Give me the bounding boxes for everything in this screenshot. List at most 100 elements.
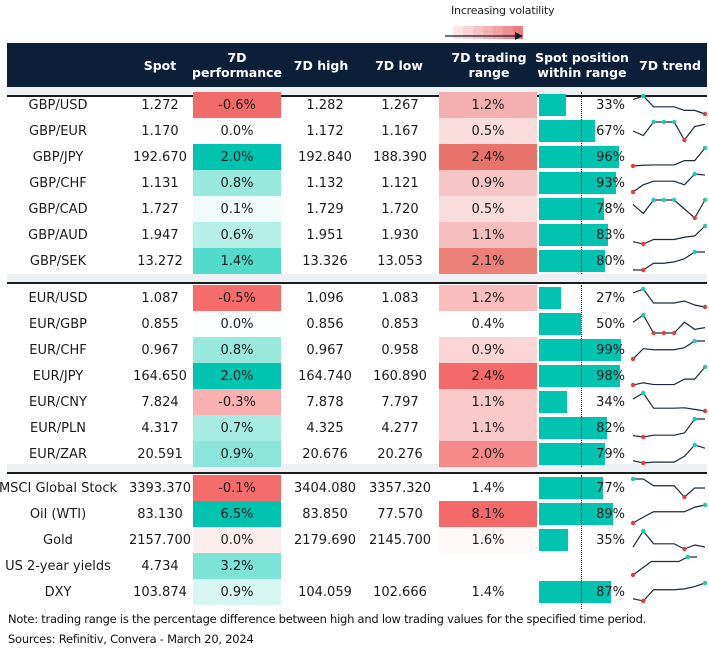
- sparkline-line: [632, 340, 705, 360]
- midpoint-dotted-line: [581, 285, 582, 467]
- table-row: GBP/CHF 1.131 0.8% 1.132 1.121 0.9% 93%: [0, 170, 709, 196]
- sparkline-high-marker: [671, 197, 677, 203]
- low-value: 20.276: [377, 446, 423, 462]
- performance-value: 2.0%: [193, 363, 281, 389]
- header-label: [7, 43, 118, 87]
- position-percent: 67%: [596, 123, 625, 139]
- position-bar: [539, 172, 617, 194]
- position-bar: [539, 287, 562, 309]
- table-row: MSCI Global Stock 3393.370 -0.1% 3404.080 33…: [0, 475, 709, 501]
- instrument-label: EUR/USD: [28, 290, 88, 306]
- low-value: 160.890: [373, 368, 427, 384]
- table-row: GBP/USD 1.272 -0.6% 1.282 1.267 1.2% 33%: [0, 92, 709, 118]
- table-row: EUR/GBP 0.855 0.0% 0.856 0.853 0.4% 50%: [0, 311, 709, 337]
- position-percent: 83%: [596, 227, 625, 243]
- sparkline-line: [632, 199, 706, 219]
- spot-value: 3393.370: [128, 480, 192, 496]
- header-7d-trend: 7D trend: [639, 57, 701, 73]
- header-7d-high: 7D high: [293, 57, 349, 73]
- trading-range-value: 0.5%: [439, 118, 537, 144]
- trading-range-value: 0.9%: [439, 170, 537, 196]
- instrument-label: GBP/CAD: [28, 201, 88, 217]
- position-bar-cell: [539, 337, 622, 363]
- position-bar: [539, 391, 568, 413]
- position-bar: [539, 529, 569, 551]
- spot-value: 1.087: [141, 290, 179, 306]
- sparkline-high-marker: [641, 312, 646, 318]
- sparkline-low-marker: [641, 460, 646, 466]
- trend-sparkline: [630, 475, 706, 501]
- sparkline-line: [632, 121, 706, 142]
- spot-value: 4.317: [141, 420, 179, 436]
- spot-value: 103.874: [133, 584, 187, 600]
- sparkline-low-marker: [682, 546, 687, 552]
- low-value: 4.277: [381, 420, 419, 436]
- low-value: 1.720: [381, 201, 419, 217]
- position-bar: [539, 94, 567, 116]
- performance-value: 2.0%: [193, 144, 281, 170]
- performance-value: -0.6%: [193, 92, 281, 118]
- table-row: GBP/JPY 192.670 2.0% 192.840 188.390 2.4% 96%: [0, 144, 709, 170]
- sparkline-svg: [632, 223, 708, 247]
- spot-value: 4.734: [141, 558, 179, 574]
- position-percent: 93%: [596, 175, 625, 191]
- instrument-label: Gold: [43, 532, 73, 548]
- instrument-label: US 2-year yields: [5, 558, 111, 574]
- position-bar-cell: [539, 92, 622, 118]
- group-separator: [7, 464, 707, 474]
- sparkline-low-marker: [682, 137, 687, 143]
- trend-sparkline: [632, 579, 708, 605]
- sparkline-high-marker: [641, 93, 646, 99]
- spot-value: 1.947: [141, 227, 179, 243]
- sparkline-svg: [632, 580, 708, 604]
- sparkline-line: [633, 251, 705, 271]
- position-bar: [539, 477, 603, 499]
- spot-value: 13.272: [137, 253, 183, 269]
- table-row: EUR/CNY 7.824 -0.3% 7.878 7.797 1.1% 34%: [0, 389, 709, 415]
- position-percent: 34%: [596, 394, 625, 410]
- high-value: 104.059: [298, 584, 352, 600]
- header-spot-position: Spot position within range: [535, 50, 629, 80]
- position-percent: 50%: [596, 316, 625, 332]
- sparkline-low-marker: [641, 241, 646, 247]
- high-value: 1.282: [306, 97, 344, 113]
- table-row: Oil (WTI) 83.130 6.5% 83.850 77.570 8.1% 89%: [0, 501, 709, 527]
- sparkline-low-marker: [702, 408, 708, 414]
- instrument-label: GBP/EUR: [29, 123, 87, 139]
- trading-range-value: 2.1%: [439, 248, 537, 274]
- spot-value: 1.170: [141, 123, 179, 139]
- instrument-label: MSCI Global Stock: [0, 480, 118, 496]
- instrument-label: DXY: [44, 584, 72, 600]
- low-value: 1.930: [381, 227, 419, 243]
- sparkline-svg: [632, 528, 706, 552]
- sparkline-low-marker: [630, 163, 636, 169]
- high-value: 1.172: [306, 123, 344, 139]
- sparkline-line: [632, 418, 705, 438]
- sparkline-svg: [632, 416, 705, 440]
- position-bar: [539, 224, 608, 246]
- sparkline-low-marker: [702, 304, 708, 310]
- position-bar-cell: [539, 501, 622, 527]
- sparkline-line: [632, 288, 706, 308]
- sparkline-svg: [630, 502, 708, 526]
- low-value: 0.853: [381, 316, 419, 332]
- table-row: EUR/ZAR 20.591 0.9% 20.676 20.276 2.0% 79%: [0, 441, 709, 467]
- table-row: EUR/JPY 164.650 2.0% 164.740 160.890 2.4% 98%: [0, 363, 709, 389]
- sparkline-low-marker: [630, 356, 636, 362]
- trend-sparkline: [632, 311, 706, 337]
- trend-sparkline: [630, 363, 708, 389]
- trend-sparkline: [630, 144, 708, 170]
- position-percent: 27%: [596, 290, 625, 306]
- sparkline-low-marker: [682, 494, 687, 500]
- position-bar-cell: [539, 579, 622, 605]
- position-percent: 99%: [596, 342, 625, 358]
- table-row: GBP/SEK 13.272 1.4% 13.326 13.053 2.1% 80%: [0, 248, 709, 274]
- instrument-label: EUR/GBP: [29, 316, 87, 332]
- sparkline-line: [632, 444, 706, 464]
- position-bar-cell: [539, 415, 622, 441]
- sparkline-svg: [632, 286, 708, 310]
- sparkline-high-marker: [651, 119, 656, 125]
- trend-sparkline: [632, 389, 708, 415]
- high-value: 164.740: [298, 368, 352, 384]
- position-bar-cell: [539, 118, 622, 144]
